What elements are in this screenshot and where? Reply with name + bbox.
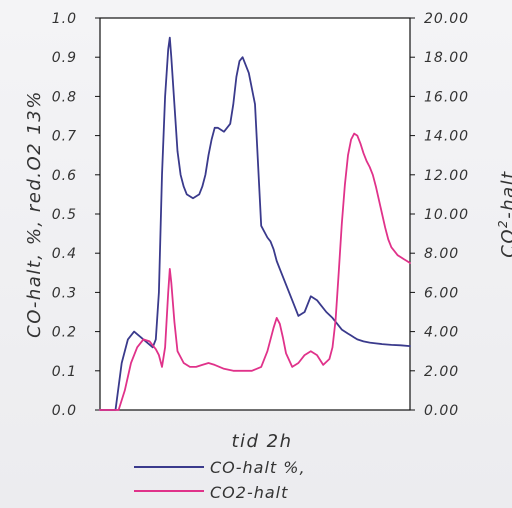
left-tick-label: 0.1 [52, 364, 77, 380]
left-tick-label: 0.5 [52, 207, 77, 223]
right-tick-label: 18.00 [424, 50, 469, 66]
right-tick-label: 20.00 [424, 11, 469, 27]
left-tick-label: 0.0 [52, 403, 77, 419]
left-tick-label: 1.0 [52, 11, 77, 27]
series-layer [99, 36, 411, 411]
left-axis: 0.0 0.1 0.2 0.3 0.4 0.5 0.6 0.7 0.8 0.9 1.0 [52, 11, 100, 419]
legend: CO-halt %, CO2-halt [134, 458, 306, 502]
left-tick-label: 0.6 [52, 168, 77, 184]
right-tick-label: 4.00 [424, 325, 459, 341]
left-tick-label: 0.9 [52, 50, 77, 66]
left-tick-label: 0.2 [52, 325, 77, 341]
legend-label-co-halt: CO-halt %, [210, 458, 306, 477]
x-axis-label: tid 2h [231, 431, 292, 452]
right-axis-label: CO2-halt [496, 170, 512, 257]
plot-area [99, 17, 411, 411]
series-line-co-halt [99, 36, 411, 411]
right-tick-label: 14.00 [424, 129, 469, 145]
left-tick-label: 0.4 [52, 246, 77, 262]
right-tick-label: 12.00 [424, 168, 469, 184]
series-line-co2-halt [99, 132, 411, 411]
right-tick-label: 10.00 [424, 207, 469, 223]
right-tick-label: 2.00 [424, 364, 459, 380]
left-tick-label: 0.3 [52, 285, 77, 301]
legend-label-co2-halt: CO2-halt [210, 483, 288, 502]
right-axis: 0.00 2.00 4.00 6.00 8.00 10.00 12.00 14.00 16.00… [410, 11, 469, 419]
left-tick-label: 0.7 [52, 129, 77, 145]
left-tick-label: 0.8 [52, 89, 77, 105]
right-tick-label: 0.00 [424, 403, 459, 419]
right-tick-label: 8.00 [424, 246, 459, 262]
left-axis-label: CO-halt, %, red.O2 13% [24, 90, 45, 338]
right-tick-label: 6.00 [424, 285, 459, 301]
right-tick-label: 16.00 [424, 89, 469, 105]
